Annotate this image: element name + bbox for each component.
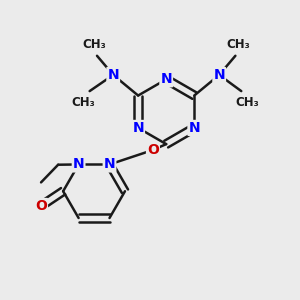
Text: N: N bbox=[160, 72, 172, 86]
Text: N: N bbox=[107, 68, 119, 82]
Text: N: N bbox=[104, 158, 115, 171]
Text: N: N bbox=[213, 68, 225, 82]
Text: N: N bbox=[73, 158, 84, 171]
Text: CH₃: CH₃ bbox=[72, 95, 96, 109]
Text: O: O bbox=[147, 143, 159, 157]
Text: N: N bbox=[188, 121, 200, 135]
Text: O: O bbox=[35, 199, 47, 213]
Text: CH₃: CH₃ bbox=[226, 38, 250, 51]
Text: CH₃: CH₃ bbox=[235, 95, 259, 109]
Text: CH₃: CH₃ bbox=[82, 38, 106, 51]
Text: N: N bbox=[132, 121, 144, 135]
